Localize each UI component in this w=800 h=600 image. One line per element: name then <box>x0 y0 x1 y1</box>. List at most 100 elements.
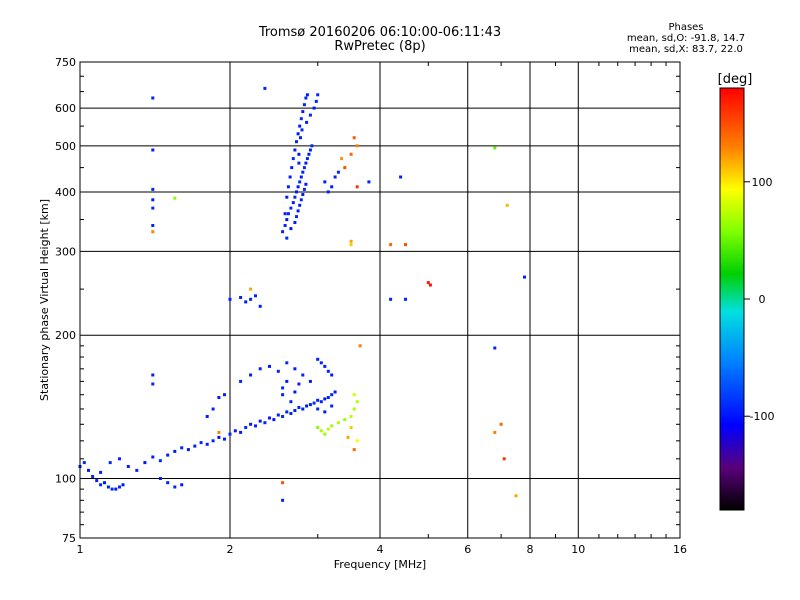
data-point <box>193 444 197 448</box>
data-point <box>312 106 316 110</box>
data-point <box>358 344 362 348</box>
data-point <box>330 393 334 397</box>
data-point <box>308 148 312 152</box>
data-point <box>493 430 497 434</box>
data-point <box>293 148 297 152</box>
data-point <box>326 396 330 399</box>
data-point <box>308 113 312 117</box>
data-point <box>285 236 289 240</box>
y-tick-label: 600 <box>55 102 76 115</box>
data-point <box>319 361 323 365</box>
data-point <box>173 485 177 489</box>
data-point <box>493 146 497 150</box>
data-point <box>249 422 253 426</box>
x-tick-label: 8 <box>527 543 534 556</box>
data-point <box>296 185 300 189</box>
data-point <box>305 93 309 97</box>
data-point <box>297 152 301 156</box>
data-point <box>355 144 359 148</box>
x-tick-label: 1 <box>77 543 84 556</box>
colorbar-tick-label: 100 <box>752 176 773 189</box>
grid-lines <box>80 62 680 538</box>
data-point <box>281 415 285 418</box>
data-point <box>103 481 106 485</box>
data-point <box>285 410 289 414</box>
data-point <box>323 397 327 401</box>
data-point <box>352 136 356 140</box>
data-point <box>263 86 267 90</box>
data-point <box>428 283 432 287</box>
data-point <box>289 206 293 210</box>
x-tick-label: 4 <box>377 543 384 556</box>
data-point <box>249 297 253 301</box>
data-point <box>352 407 356 411</box>
data-point <box>244 426 248 429</box>
data-point <box>301 110 305 114</box>
data-point <box>514 494 518 498</box>
data-point <box>323 432 327 436</box>
data-point <box>367 180 371 184</box>
data-point <box>288 175 292 179</box>
data-point <box>286 212 290 216</box>
chart-title-line2: RwPretec (8p) <box>334 39 426 54</box>
data-point <box>217 435 221 439</box>
data-point <box>217 396 221 399</box>
data-point <box>285 218 289 222</box>
data-point <box>336 170 340 174</box>
colorbar <box>719 87 745 511</box>
data-point <box>312 401 316 405</box>
data-point <box>330 404 334 408</box>
data-point <box>404 243 407 247</box>
y-tick-label: 75 <box>62 532 76 545</box>
data-point <box>293 409 297 412</box>
data-point <box>349 426 353 429</box>
data-point <box>293 221 297 224</box>
data-point <box>118 457 121 461</box>
data-point <box>323 180 327 184</box>
data-point <box>291 201 295 205</box>
data-point <box>343 166 347 170</box>
data-point <box>346 435 350 439</box>
data-point <box>305 157 309 161</box>
y-tick-label: 400 <box>55 186 76 199</box>
data-point <box>281 481 285 485</box>
phase-stats-heading: Phases <box>668 22 704 33</box>
data-point <box>258 367 262 371</box>
data-point <box>173 449 177 453</box>
data-point <box>340 157 344 161</box>
data-point <box>254 294 257 298</box>
colorbar-tick-label: -100 <box>750 410 775 423</box>
data-point <box>499 422 503 426</box>
data-point <box>205 442 209 446</box>
data-point <box>289 400 293 404</box>
data-point <box>299 175 303 179</box>
data-point <box>297 406 301 409</box>
data-point <box>249 287 253 291</box>
data-point <box>272 418 276 422</box>
y-tick-label: 500 <box>55 140 76 153</box>
phase-stats-x: mean, sd,X: 83.7, 22.0 <box>629 44 743 55</box>
data-point <box>295 215 298 219</box>
data-point <box>298 180 302 184</box>
data-point <box>304 161 308 165</box>
data-point <box>330 424 334 428</box>
data-point <box>300 128 304 132</box>
colorbar-ticks: -100 0 100 <box>744 176 774 423</box>
data-point <box>151 206 155 210</box>
data-point <box>108 461 112 465</box>
data-point <box>110 487 114 491</box>
data-point <box>323 410 327 414</box>
data-point <box>308 379 312 383</box>
data-point <box>173 196 177 200</box>
data-point <box>298 203 302 207</box>
axis-ticks: 1 2 4 6 8 10 16 75 100 200 300 400 500 600 750 <box>55 56 687 556</box>
data-point <box>114 487 118 491</box>
data-point <box>355 185 359 189</box>
data-point <box>180 446 184 450</box>
data-point <box>293 195 297 199</box>
data-point <box>244 300 248 304</box>
data-point <box>349 152 353 156</box>
data-point <box>323 364 327 368</box>
data-point <box>151 224 155 227</box>
